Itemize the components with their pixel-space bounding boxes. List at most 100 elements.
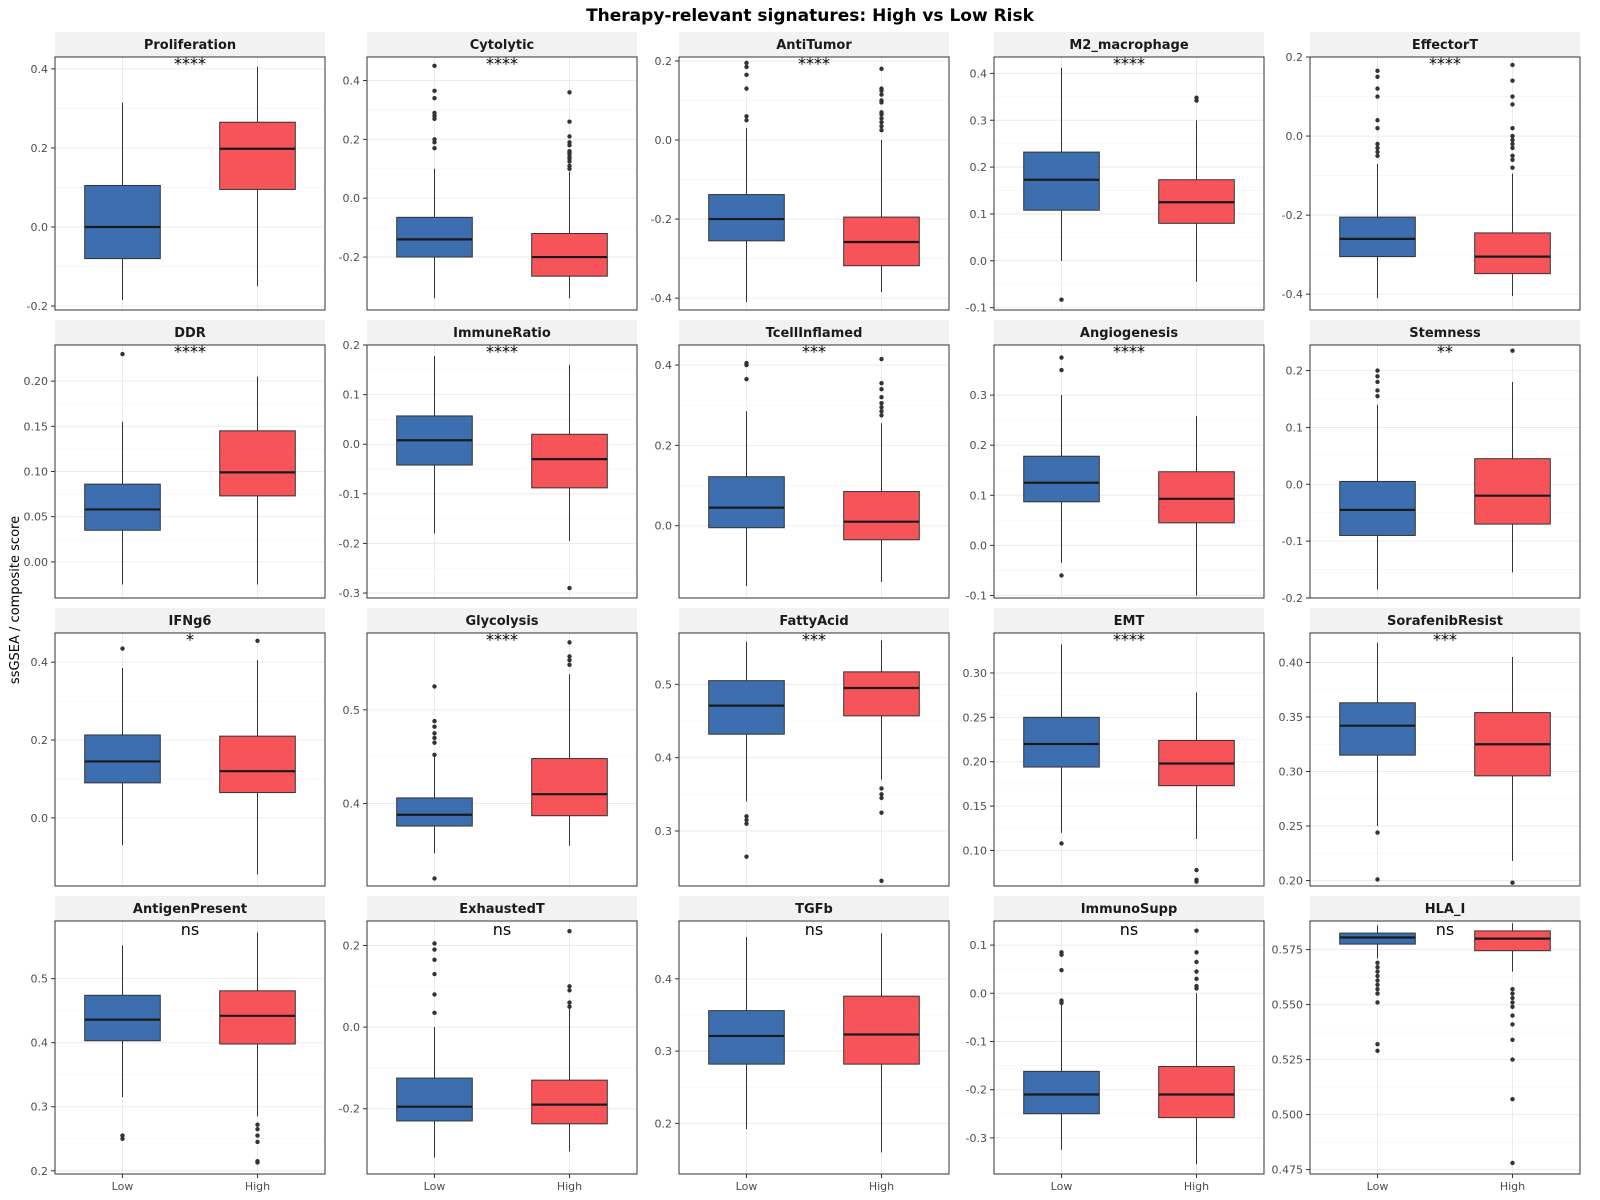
y-tick-label: 0.2 <box>655 1117 673 1130</box>
outlier-point <box>567 143 572 148</box>
panel-border <box>366 344 638 599</box>
outlier-point <box>432 731 437 736</box>
box-iqr <box>219 121 296 190</box>
outlier-point <box>879 380 884 386</box>
y-tick-label: 0.0 <box>31 812 49 825</box>
x-tick-label: Low <box>424 1180 446 1193</box>
panel-border <box>366 632 638 887</box>
outlier-point <box>1375 965 1380 970</box>
outlier-point <box>879 795 884 801</box>
facet-title: TcellInflamed <box>766 326 863 341</box>
outlier-point <box>1375 1000 1380 1005</box>
outlier-point <box>120 646 125 651</box>
outlier-point <box>1510 133 1515 139</box>
y-tick-label: 0.40 <box>1279 656 1304 669</box>
y-axis-label: ssGSEA / composite score <box>8 516 23 684</box>
facet-strip <box>367 896 637 921</box>
outlier-point <box>1510 991 1515 996</box>
box-iqr <box>84 994 161 1042</box>
panel-ddr: DDR 0.00 0.05 0.10 0.15 0.20 **** <box>24 320 326 599</box>
outlier-point <box>879 405 884 410</box>
x-tick-label: High <box>1500 1180 1525 1193</box>
box-low <box>708 936 785 1130</box>
outlier-point <box>1375 153 1380 159</box>
outlier-point <box>1510 1022 1515 1027</box>
facet-title: IFNg6 <box>169 614 212 629</box>
y-tick-label: 0.15 <box>963 800 988 813</box>
outlier-point <box>567 134 572 139</box>
y-tick-label: 0.5 <box>343 704 361 717</box>
panel-ifng6: IFNg6 0.0 0.2 0.4 * <box>31 608 326 887</box>
box-high <box>219 376 296 585</box>
y-tick-label: 0.2 <box>1286 51 1304 64</box>
box-high <box>1474 348 1551 573</box>
outlier-point <box>879 116 884 121</box>
outlier-point <box>567 1004 572 1009</box>
outlier-point <box>1375 987 1380 992</box>
significance-label: **** <box>798 54 830 73</box>
outlier-point <box>567 984 572 989</box>
box-low <box>84 351 161 585</box>
outlier-point <box>1375 145 1380 151</box>
outlier-point <box>744 72 749 77</box>
y-tick-label: 0.25 <box>1279 820 1304 833</box>
outlier-point <box>879 66 884 72</box>
outlier-point <box>879 395 884 400</box>
panel-border <box>54 344 326 599</box>
panel-sorafenibresist: SorafenibResist 0.20 0.25 0.30 0.35 0.40 *** <box>1279 608 1581 888</box>
outlier-point <box>567 988 572 993</box>
y-tick-label: -0.2 <box>27 300 48 313</box>
outlier-point <box>120 351 125 357</box>
facet-strip <box>679 320 949 345</box>
y-tick-label: -0.2 <box>339 537 360 550</box>
facet-title: M2_macrophage <box>1069 38 1188 53</box>
y-tick-label: 0.550 <box>1272 999 1304 1012</box>
outlier-point <box>567 654 572 659</box>
y-tick-label: -0.2 <box>339 1103 360 1116</box>
facet-title: TGFb <box>795 902 833 917</box>
outlier-point <box>879 112 884 117</box>
significance-label: ** <box>1437 342 1453 361</box>
box-iqr <box>843 671 920 717</box>
outlier-point <box>1194 867 1199 873</box>
box-low <box>1339 368 1416 590</box>
panel-border <box>366 920 638 1175</box>
box-iqr <box>1023 151 1100 211</box>
facet-title: Angiogenesis <box>1080 326 1178 341</box>
panel-tgfb: TGFb 0.2 0.3 0.4 ns Low High <box>655 896 950 1193</box>
y-tick-label: 0.0 <box>343 438 361 451</box>
box-iqr <box>1023 716 1100 768</box>
outlier-point <box>879 413 884 418</box>
y-tick-label: 0.30 <box>963 667 988 680</box>
outlier-point <box>1375 991 1380 996</box>
facet-title: Stemness <box>1409 326 1481 341</box>
outlier-point <box>744 854 749 859</box>
box-low <box>84 646 161 846</box>
outlier-point <box>432 752 437 758</box>
y-tick-label: 0.0 <box>343 192 361 205</box>
y-tick-label: -0.2 <box>1282 592 1303 605</box>
box-iqr <box>396 1077 473 1122</box>
outlier-point <box>879 792 884 797</box>
box-low <box>396 355 473 534</box>
x-tick-label: High <box>245 1180 270 1193</box>
y-tick-label: 0.0 <box>343 1021 361 1034</box>
box-iqr <box>1474 930 1551 952</box>
box-iqr <box>708 680 785 735</box>
outlier-point <box>879 786 884 791</box>
box-high <box>843 356 920 582</box>
panel-immuneratio: ImmuneRatio -0.3 -0.2 -0.1 0.0 0.1 0.2 **** <box>339 320 638 600</box>
y-tick-label: 0.4 <box>655 973 673 986</box>
facet-strip <box>679 32 949 57</box>
y-tick-label: -0.3 <box>966 1132 987 1145</box>
outlier-point <box>1059 967 1064 973</box>
outlier-point <box>432 95 437 101</box>
outlier-point <box>567 640 572 645</box>
y-tick-label: 0.0 <box>31 221 49 234</box>
outlier-point <box>432 724 437 729</box>
panel-glycolysis: Glycolysis 0.4 0.5 **** <box>343 608 638 887</box>
box-high <box>531 929 608 1152</box>
y-tick-label: 0.3 <box>970 114 988 127</box>
y-tick-label: -0.2 <box>1282 209 1303 222</box>
significance-label: **** <box>486 630 518 649</box>
